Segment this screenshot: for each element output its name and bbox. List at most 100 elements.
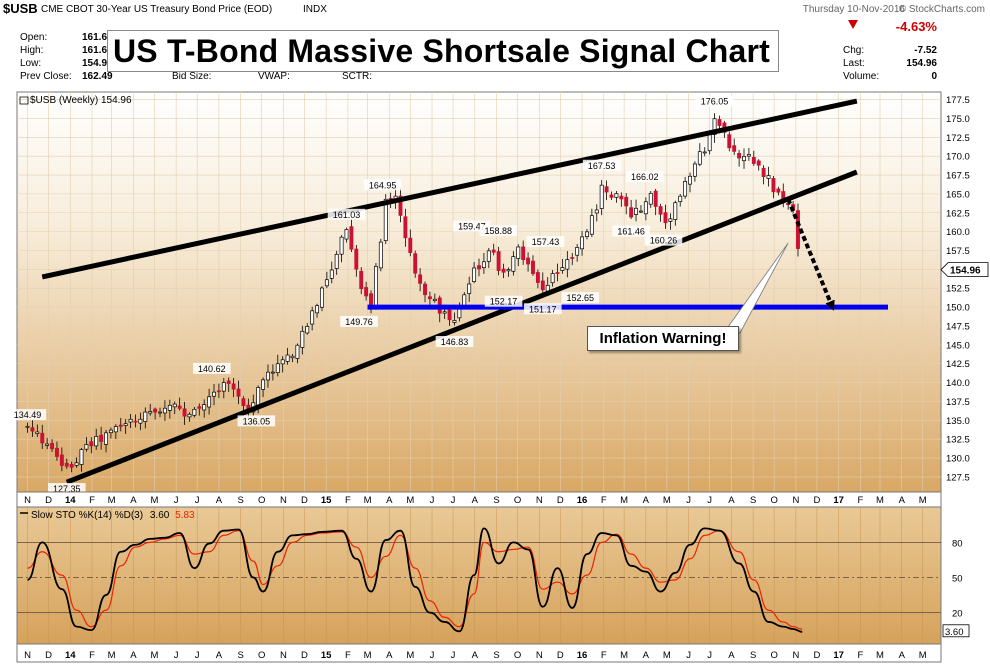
x-tick-label-bottom: A <box>643 650 650 661</box>
header-right-value: 154.96 <box>906 58 937 69</box>
candle-body <box>84 444 89 450</box>
annotation-bg <box>47 483 86 495</box>
x-tick-label: M <box>663 495 671 506</box>
candle-body <box>648 192 653 205</box>
x-tick-label-bottom: S <box>237 650 243 661</box>
annotation-bg <box>644 234 683 246</box>
candle-body <box>45 443 50 446</box>
candle-body <box>216 390 221 393</box>
price-tick-label: 140.0 <box>946 378 970 389</box>
stoch-grid <box>17 507 941 644</box>
candle-body <box>89 441 94 447</box>
x-tick-label-bottom: M <box>108 650 116 661</box>
candle-body <box>40 432 45 444</box>
description-label: CME CBOT 30-Year US Treasury Bond Price … <box>41 4 272 15</box>
price-tick-label: 177.5 <box>946 95 970 106</box>
x-tick-label-bottom: M <box>876 650 884 661</box>
candle-body <box>197 406 202 409</box>
symbol-label: $USB <box>3 1 38 16</box>
x-tick-label-bottom: F <box>345 650 351 661</box>
candle-body <box>771 178 776 193</box>
header-right-block: Chg: -7.52 Last: 154.96 Volume: 0 <box>843 45 937 82</box>
candle-body <box>207 396 212 408</box>
x-tick-label-bottom: J <box>707 650 712 661</box>
price-annotation: 166.02 <box>631 172 659 182</box>
candle-body <box>256 387 261 406</box>
annotation-bg <box>363 179 402 191</box>
candle-body <box>138 418 143 424</box>
x-tick-label-bottom: A <box>130 650 137 661</box>
header-left-value: 162.49 <box>82 71 113 82</box>
candle-body <box>599 184 604 209</box>
x-tick-label-bottom: O <box>258 650 265 661</box>
header-left-label: Prev Close: <box>20 71 72 82</box>
candle-body <box>143 411 148 422</box>
stoch-axis: 20 50 80 3.60 <box>942 538 970 638</box>
price-tick-label: 132.5 <box>946 435 970 446</box>
x-tick-label-bottom: F <box>89 650 95 661</box>
x-tick-label-bottom: S <box>750 650 756 661</box>
annotation-bg <box>625 171 664 183</box>
candle-body <box>74 462 79 466</box>
header-left-value: 161.65 <box>82 45 113 56</box>
price-annotation: 127.35 <box>53 484 81 494</box>
price-annotation: 157.43 <box>532 237 560 247</box>
candle-body <box>717 119 722 126</box>
candle-body <box>746 154 751 157</box>
price-annotation: 161.03 <box>333 210 361 220</box>
price-annotation: 161.46 <box>617 227 645 237</box>
candle-body <box>653 190 658 207</box>
x-tick-label-bottom: 16 <box>577 650 588 661</box>
candle-body <box>373 265 378 308</box>
candle-body <box>486 250 491 262</box>
candle-body <box>668 218 673 222</box>
candle-body <box>742 156 746 162</box>
header-mid-label: SCTR: <box>342 71 372 82</box>
candle-body <box>383 198 388 242</box>
x-tick-label: F <box>601 495 607 506</box>
x-tick-label-bottom: D <box>45 650 52 661</box>
candle-body <box>378 241 383 269</box>
x-tick-label-bottom: F <box>857 650 863 661</box>
x-tick-label: S <box>237 495 243 506</box>
candle-body <box>118 424 123 427</box>
down-triangle-icon <box>848 20 858 29</box>
candle-body <box>270 371 275 374</box>
upper-trend-line <box>41 98 858 280</box>
candle-body <box>624 196 629 207</box>
x-tick-label: F <box>89 495 95 506</box>
price-tick-label: 137.5 <box>946 397 970 408</box>
candle-body <box>658 206 663 215</box>
candle-body <box>320 287 324 308</box>
candle-body <box>398 195 403 216</box>
x-tick-label-bottom: N <box>792 650 799 661</box>
annotation-bg <box>523 303 562 315</box>
annotation-bg <box>340 315 378 327</box>
candle-body <box>99 434 104 442</box>
x-tick-label-bottom: O <box>514 650 521 661</box>
candle-body <box>344 229 349 240</box>
candle-body <box>310 310 315 325</box>
price-annotation: 151.17 <box>529 304 557 314</box>
x-tick-label-bottom: M <box>406 650 414 661</box>
candle-body <box>329 269 334 279</box>
price-tick-label: 162.5 <box>946 208 970 219</box>
candle-body <box>30 427 35 432</box>
candle-body <box>305 326 310 334</box>
price-overlays: 134.49 127.35 140.62 136.05 161.03 164.95 149.… <box>8 95 888 495</box>
candle-body <box>683 181 688 197</box>
x-tick-label-bottom: M <box>150 650 158 661</box>
candle-body <box>241 398 246 406</box>
annotation-bg <box>479 225 518 237</box>
candle-body <box>280 359 285 365</box>
candle-body <box>427 296 432 300</box>
exchange-label: INDX <box>303 4 327 15</box>
x-tick-label: A <box>728 495 735 506</box>
candle-body <box>663 212 668 224</box>
candle-body <box>408 237 413 253</box>
price-panel <box>16 91 942 493</box>
annotation-bg <box>327 208 366 220</box>
candle-body <box>275 363 280 373</box>
candle-body <box>737 152 742 159</box>
x-axis-top: N D 14 F M A M J J A S O N D 15 F M A M J J A S O N D 16 F M A M J J A S O N… <box>24 495 927 506</box>
